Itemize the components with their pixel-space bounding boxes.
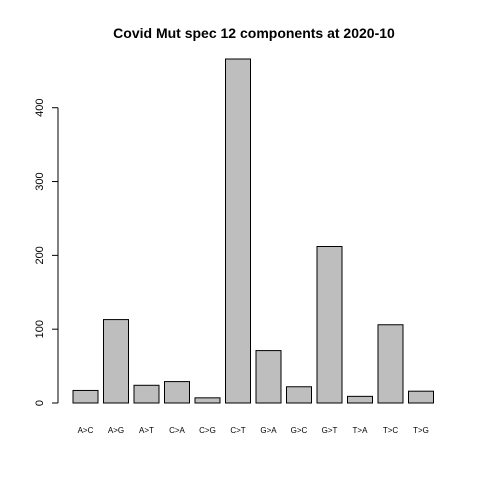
y-tick-label: 0 (34, 400, 46, 406)
x-tick-label: A>G (108, 426, 124, 435)
bar-G-to-T (316, 246, 343, 404)
y-tick-label: 300 (34, 172, 46, 190)
x-tick-label: A>T (139, 426, 154, 435)
y-tick-label: 100 (34, 320, 46, 338)
x-tick-labels: A>C A>G A>T C>A C>G C>T G>A G>C G>T T>A T>C T>G (78, 426, 429, 435)
chart-title: Covid Mut spec 12 components at 2020-10 (113, 25, 395, 41)
bar-C-to-A (164, 381, 190, 404)
x-tick-label: G>T (322, 426, 338, 435)
x-tick-label: T>C (383, 426, 399, 435)
x-tick-label: C>A (169, 426, 185, 435)
bars (72, 58, 434, 404)
x-tick-label: T>A (353, 426, 369, 435)
bar-T-to-G (408, 390, 434, 404)
bar-C-to-T (225, 58, 251, 404)
y-axis: 0 100 200 300 400 (34, 99, 59, 406)
bar-A-to-G (103, 319, 129, 404)
y-tick-label: 200 (34, 246, 46, 264)
x-tick-label: T>G (413, 426, 429, 435)
x-tick-label: C>G (199, 426, 216, 435)
x-tick-label: A>C (78, 426, 94, 435)
x-tick-label: G>A (260, 426, 277, 435)
bar-A-to-T (133, 384, 160, 404)
bar-A-to-C (72, 389, 99, 404)
y-tick-label: 400 (34, 99, 46, 117)
bar-T-to-A (347, 395, 373, 404)
bar-T-to-C (377, 324, 404, 404)
x-tick-label: C>T (230, 426, 245, 435)
bar-C-to-G (194, 397, 221, 404)
x-tick-label: G>C (291, 426, 308, 435)
bar-G-to-C (286, 386, 312, 404)
bar-G-to-A (255, 350, 282, 404)
